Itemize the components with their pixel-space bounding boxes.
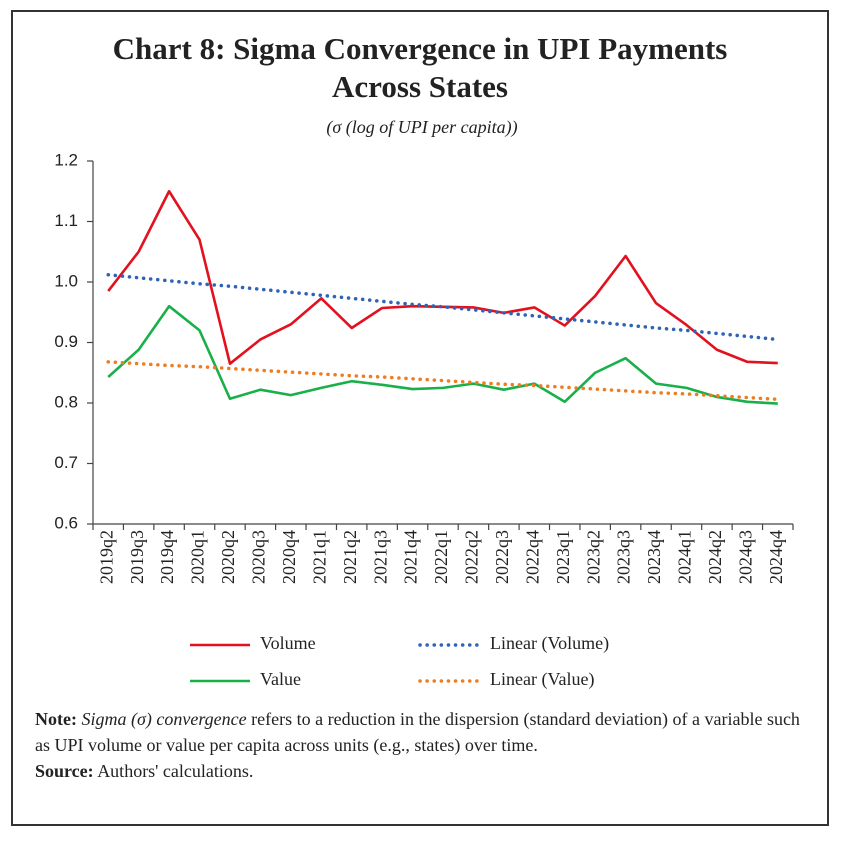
x-tick-label: 2024q4 <box>766 530 786 584</box>
x-tick-label: 2020q3 <box>249 530 269 584</box>
y-tick-label: 0.8 <box>54 392 78 411</box>
x-tick-label: 2022q2 <box>462 530 482 584</box>
x-tick-label: 2020q1 <box>188 530 208 584</box>
note-text: refers to a reduction in the dispersion … <box>35 709 800 755</box>
y-tick-label: 0.9 <box>54 332 78 351</box>
x-tick-label: 2019q4 <box>157 530 177 584</box>
x-tick-label: 2022q1 <box>431 530 451 584</box>
legend-label: Linear (Value) <box>490 669 594 690</box>
trend-line <box>106 360 780 402</box>
chart-subtitle: (σ (log of UPI per capita)) <box>326 117 518 137</box>
y-tick-label: 1.2 <box>54 150 78 169</box>
line <box>107 189 778 365</box>
y-tick-label: 1.0 <box>54 271 78 290</box>
legend-label: Linear (Volume) <box>490 633 609 654</box>
y-tick-label: 1.1 <box>54 211 78 230</box>
y-tick-label: 0.7 <box>54 453 78 472</box>
x-tick-label: 2019q2 <box>96 530 116 584</box>
x-tick-label: 2022q4 <box>522 530 542 584</box>
source-label: Source: <box>35 761 94 781</box>
x-tick-label: 2024q3 <box>735 530 755 584</box>
x-tick-label: 2019q3 <box>127 530 147 584</box>
x-tick-label: 2024q2 <box>705 530 725 584</box>
notes: Note: Sigma (σ) convergence refers to a … <box>35 706 810 784</box>
source: Source: Authors' calculations. <box>35 758 810 784</box>
x-tick-label: 2020q4 <box>279 530 299 584</box>
chart-title: Chart 8: Sigma Convergence in UPI Paymen… <box>112 31 728 104</box>
x-tick-label: 2023q1 <box>553 530 573 584</box>
chart: 0.6 0.7 0.8 0.9 1.0 1.1 1.2 2019q2 2019q3 2019q4 2… <box>54 150 794 690</box>
x-tick-label: 2022q3 <box>492 530 512 584</box>
legend-label: Value <box>260 669 301 689</box>
note-term: Sigma (σ) convergence <box>81 709 247 729</box>
note: Note: Sigma (σ) convergence refers to a … <box>35 706 810 758</box>
x-tick-label: 2023q2 <box>583 530 603 584</box>
y-tick-label: 0.6 <box>54 513 78 532</box>
x-tick-label: 2021q4 <box>401 530 421 584</box>
x-tick-label: 2021q2 <box>340 530 360 584</box>
x-tick-label: 2020q2 <box>218 530 238 584</box>
frame <box>11 10 829 826</box>
x-tick-label: 2024q1 <box>675 530 695 584</box>
source-text: Authors' calculations. <box>97 761 254 781</box>
x-tick-label: 2021q3 <box>370 530 390 584</box>
x-tick-label: 2023q3 <box>614 530 634 584</box>
x-tick-label: 2021q1 <box>309 530 329 584</box>
legend-label: Volume <box>260 633 316 653</box>
trend-line <box>106 272 780 342</box>
x-tick-label: 2023q4 <box>644 530 664 584</box>
note-label: Note: <box>35 709 77 729</box>
line <box>107 304 778 405</box>
